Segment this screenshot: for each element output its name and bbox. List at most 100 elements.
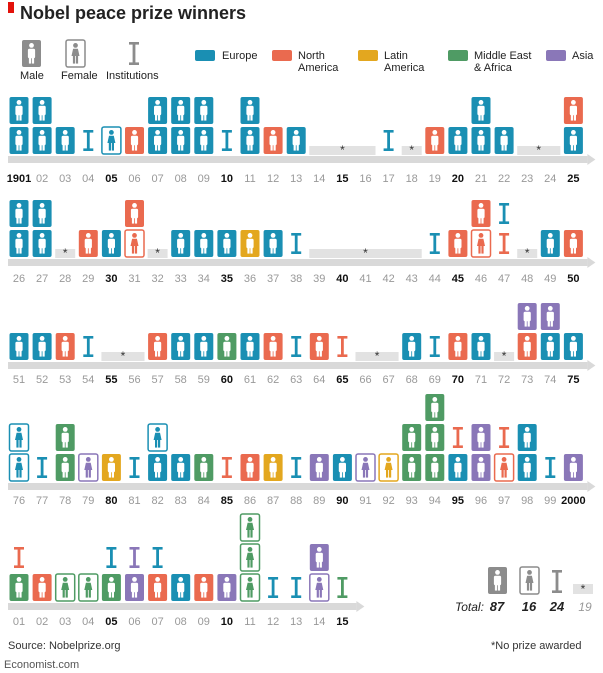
year-label: 89 [313, 495, 325, 507]
year-label: 04 [82, 173, 94, 185]
no-prize-mark: * [363, 246, 368, 260]
year-label: 60 [221, 374, 233, 386]
laureate-01-0 [9, 574, 29, 601]
laureate-62-0 [263, 333, 283, 360]
laureate-59-0 [194, 333, 214, 360]
laureate-19-0 [425, 127, 445, 154]
laureate-26-1 [9, 200, 29, 227]
laureate-70-0 [448, 333, 468, 360]
laureate-02-0 [32, 127, 52, 154]
laureate-95-0 [448, 454, 468, 481]
laureate-38-0 [291, 233, 302, 254]
no-prize-mark: * [536, 143, 541, 157]
laureate-11-1 [239, 543, 261, 572]
laureate-06-0 [125, 574, 144, 601]
no-prize-mark: * [502, 349, 507, 363]
year-label: 01 [13, 616, 25, 628]
laureate-36-0 [240, 230, 260, 257]
institution-icon [129, 42, 139, 65]
laureate-07-1 [152, 547, 163, 568]
year-label: 64 [313, 374, 325, 386]
timeline-axis [8, 259, 588, 266]
year-label: 10 [221, 173, 233, 185]
year-label: 76 [13, 495, 25, 507]
year-label: 35 [221, 273, 233, 285]
year-label: 77 [36, 495, 48, 507]
laureate-04-0 [78, 573, 99, 602]
laureate-07-0 [148, 127, 168, 154]
no-prize-bar [101, 352, 145, 361]
laureate-33-0 [171, 230, 191, 257]
no-prize-bar [494, 352, 515, 361]
legend-asia-label: Asia [572, 50, 594, 62]
year-label: 62 [267, 374, 279, 386]
legend-latin-america-label: Latin America [384, 50, 425, 74]
no-prize-mark: * [63, 246, 68, 260]
year-label: 53 [59, 374, 71, 386]
year-label: 52 [36, 374, 48, 386]
laureate-71-0 [471, 333, 491, 360]
laureate-30-0 [101, 230, 121, 257]
year-label: 39 [313, 273, 325, 285]
laureate-83-0 [171, 454, 191, 481]
laureate-11-2 [239, 513, 261, 542]
laureate-86-0 [240, 454, 260, 481]
laureate-57-0 [148, 333, 168, 360]
year-label: 16 [359, 173, 371, 185]
laureate-97-0 [493, 453, 515, 482]
year-label: 49 [544, 273, 556, 285]
year-label: 10 [221, 616, 233, 628]
laureate-11-0 [240, 127, 260, 154]
timeline-axis [8, 156, 588, 163]
laureate-81-0 [129, 457, 140, 478]
laureate-09-0 [194, 127, 214, 154]
year-label: 54 [82, 374, 94, 386]
brand-logo-text: Economist.com [4, 659, 80, 671]
laureate-05-0 [101, 574, 121, 601]
laureate-96-0 [471, 454, 491, 481]
laureate-68-0 [402, 333, 422, 360]
year-label: 47 [498, 273, 510, 285]
year-label: 36 [244, 273, 256, 285]
year-label: 90 [336, 495, 348, 507]
no-prize-bar [147, 249, 168, 258]
year-label: 23 [521, 173, 533, 185]
no-prize-bar [309, 249, 422, 258]
no-prize-footnote: *No prize awarded [491, 640, 582, 652]
laureate-77-0 [37, 457, 48, 478]
year-label: 32 [151, 273, 163, 285]
laureate-07-1 [148, 97, 168, 124]
laureate-84-0 [194, 454, 214, 481]
laureate-73-0 [517, 333, 537, 360]
legend-north-america-label: North America [298, 50, 339, 74]
female-icon [65, 39, 86, 68]
total-no-prize-mark: * [581, 582, 586, 596]
page-title: Nobel peace prize winners [20, 3, 247, 23]
legend-swatch-na [272, 50, 292, 61]
year-label: 15 [336, 616, 348, 628]
laureate-13-0 [286, 127, 306, 154]
legend-swatch-me [448, 50, 468, 61]
no-prize-mark: * [409, 143, 414, 157]
laureate-95-1 [452, 427, 463, 448]
year-label: 14 [313, 616, 325, 628]
year-label: 96 [475, 495, 487, 507]
year-label: 48 [521, 273, 533, 285]
laureate-82-1 [147, 423, 168, 452]
timeline-arrow [587, 360, 596, 371]
laureate-08-0 [171, 574, 191, 601]
laureate-85-0 [221, 457, 232, 478]
laureate-61-0 [240, 333, 260, 360]
year-label: 91 [359, 495, 371, 507]
laureate-03-0 [55, 127, 75, 154]
laureate-50-0 [563, 230, 583, 257]
laureate-2000-0 [563, 454, 583, 481]
year-label: 37 [267, 273, 279, 285]
legend-female-label: Female [61, 70, 98, 82]
year-label: 78 [59, 495, 71, 507]
laureate-97-1 [499, 427, 510, 448]
laureate-37-0 [263, 230, 283, 257]
male-icon [22, 40, 41, 67]
laureate-22-0 [494, 127, 514, 154]
